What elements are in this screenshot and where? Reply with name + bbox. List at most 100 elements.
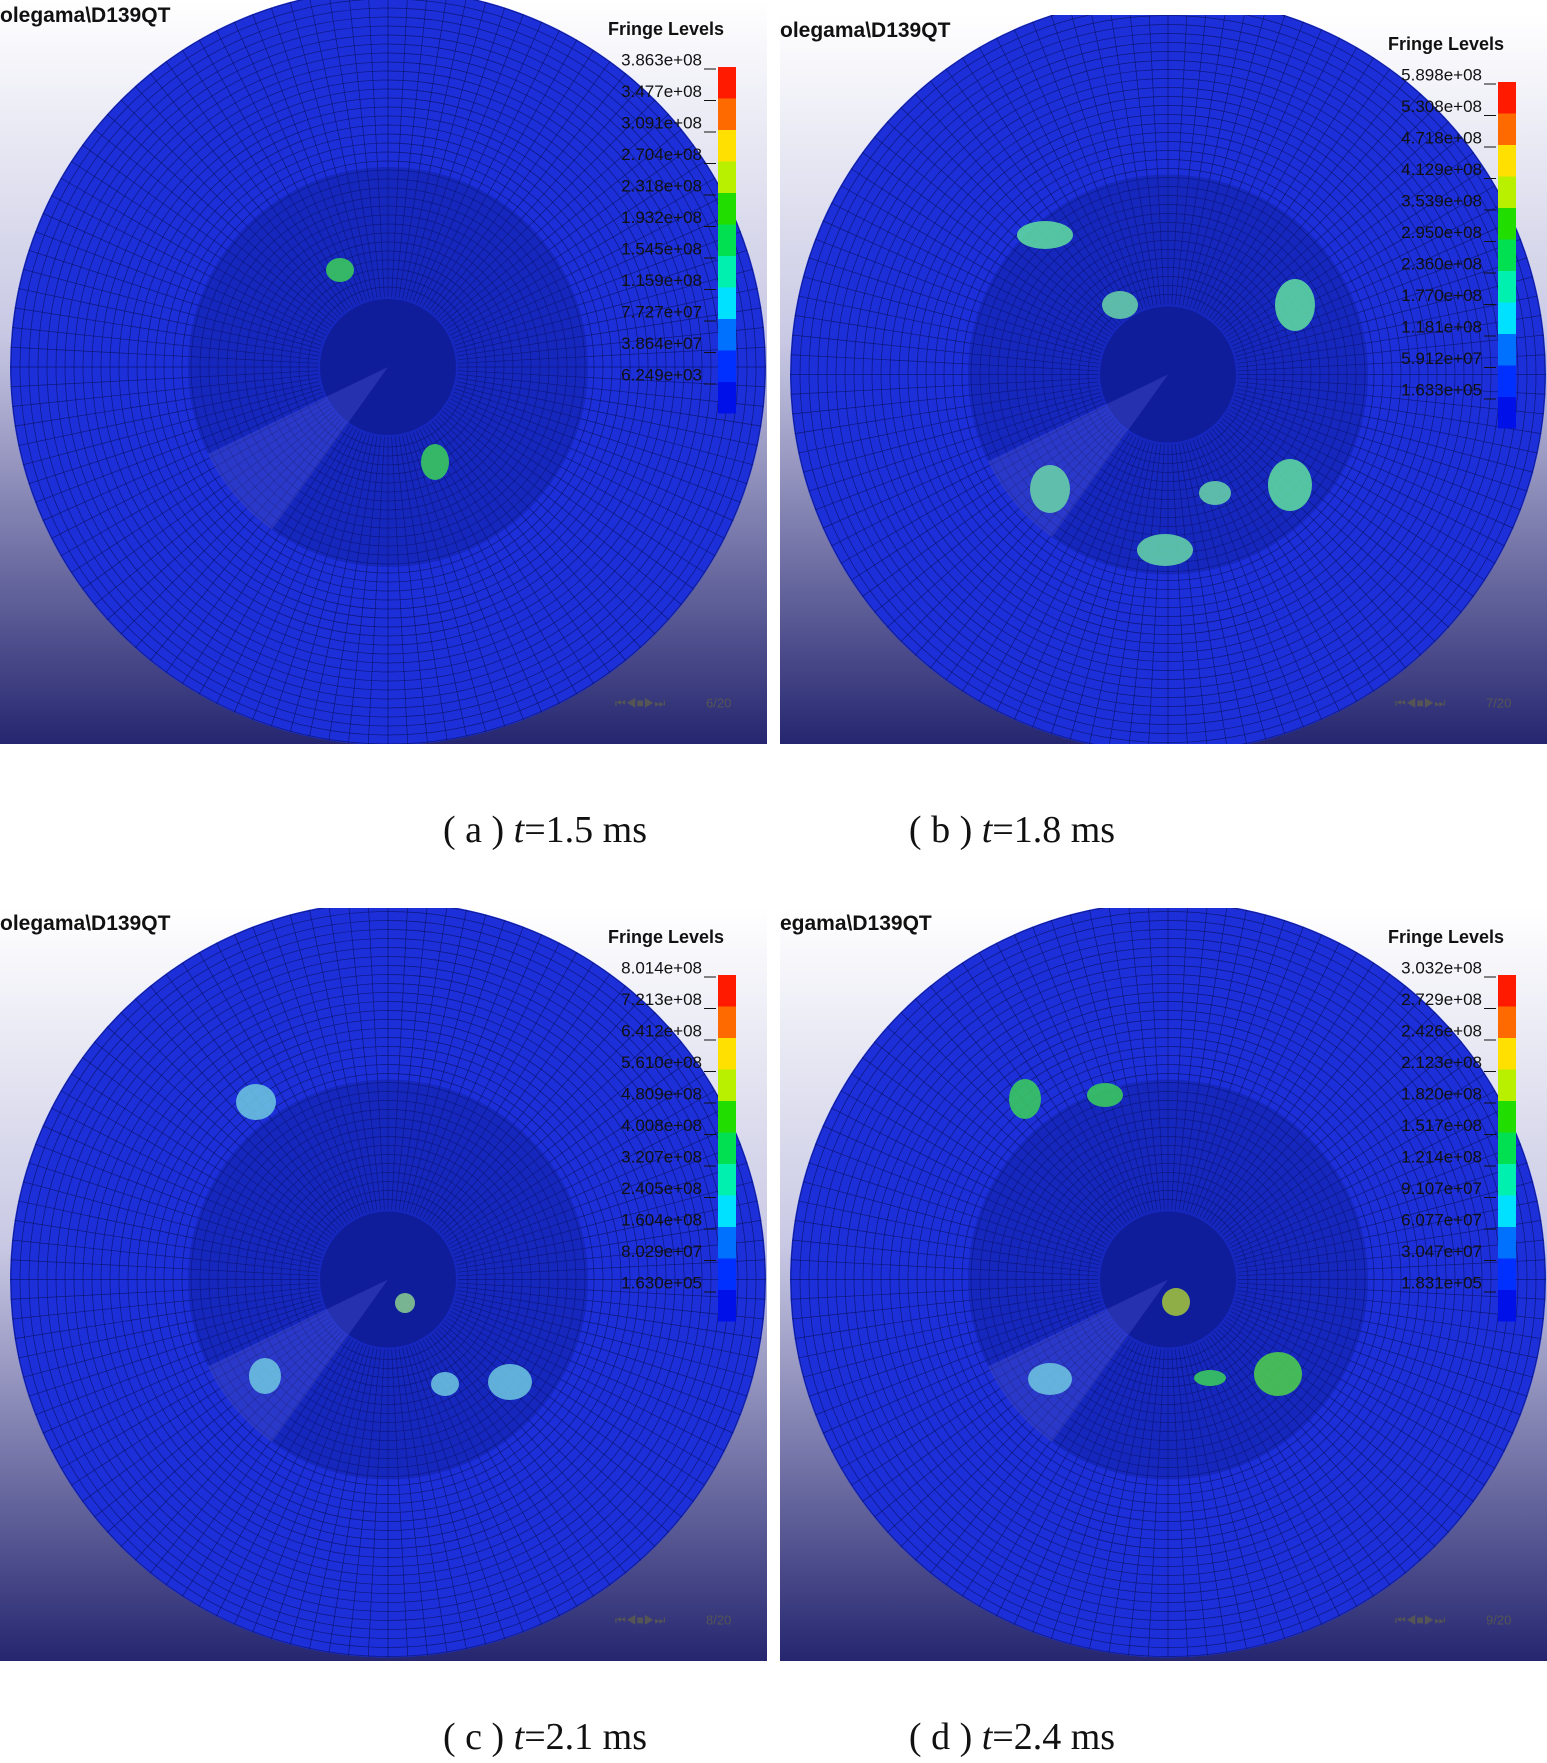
mesh-ring	[118, 1010, 658, 1549]
legend-level: 1.181e+08	[1401, 317, 1482, 336]
mesh-ring	[172, 1064, 604, 1495]
mesh-ring	[91, 983, 685, 1576]
mesh-ring	[853, 965, 1483, 1594]
model-title: olegama\D139QT	[780, 19, 951, 42]
legend-level: 8.029e+07	[621, 1242, 702, 1261]
mesh-ring	[280, 259, 496, 475]
mesh-ring	[244, 1136, 532, 1423]
legend-level: 1.932e+08	[621, 208, 702, 227]
hot-spot	[431, 1372, 459, 1396]
frame-counter: 8/20	[706, 1612, 731, 1627]
mesh-ring	[244, 223, 532, 511]
color-bar-segment	[718, 224, 736, 256]
mesh-ring	[10, 0, 766, 744]
mesh-ring	[271, 250, 505, 484]
model-title: egama\D139QT	[780, 912, 932, 935]
color-bar-segment	[1498, 1195, 1516, 1227]
mesh-ring	[880, 992, 1456, 1567]
mesh-ring	[19, 0, 757, 736]
color-bar-segment	[718, 1164, 736, 1196]
color-bar-segment	[718, 1069, 736, 1101]
legend-level: 1.159e+08	[621, 271, 702, 290]
color-bar-segment	[718, 382, 736, 414]
mesh-ring	[961, 168, 1375, 581]
mesh-ring	[943, 150, 1393, 599]
color-bar-segment	[718, 975, 736, 1007]
panel: egama\D139QT Fringe Levels 3.032e+08 2.729e…	[780, 908, 1547, 1661]
color-bar-segment	[718, 350, 736, 382]
caption-label: ( d )	[908, 1716, 973, 1758]
legend-level: 5.898e+08	[1401, 65, 1482, 84]
mesh-ring	[970, 177, 1366, 572]
color-bar-segment	[718, 1195, 736, 1227]
mesh-ring	[253, 1145, 523, 1414]
hot-spot	[1275, 279, 1315, 331]
color-bar-segment	[1498, 145, 1516, 177]
legend-level: 3.864e+07	[621, 334, 702, 353]
mesh-ring	[64, 43, 712, 691]
mesh-ring	[1060, 1172, 1276, 1387]
core	[1100, 306, 1236, 443]
caption-value: =1.5 ms	[524, 809, 648, 851]
mesh-ring	[817, 929, 1519, 1630]
color-bar-segment	[1498, 365, 1516, 397]
mesh-ring	[808, 15, 1528, 734]
legend-level: 4.718e+08	[1401, 128, 1482, 147]
color-bar-segment	[1498, 1227, 1516, 1259]
mesh-ring	[271, 1163, 505, 1396]
mesh-ring	[109, 88, 667, 646]
color-bar-segment	[1498, 1290, 1516, 1322]
mesh-ring	[1051, 258, 1285, 491]
mesh-ring	[163, 1055, 613, 1504]
hot-spot	[1162, 1288, 1190, 1316]
color-bar-segment	[1498, 1006, 1516, 1038]
color-bar-segment	[1498, 302, 1516, 334]
mesh-ring	[118, 97, 658, 637]
mesh-ring	[988, 1100, 1348, 1459]
mesh	[10, 0, 766, 744]
legend-level: 3.207e+08	[621, 1147, 702, 1166]
legend-level: 4.809e+08	[621, 1084, 702, 1103]
legend-level: 2.318e+08	[621, 176, 702, 195]
mesh	[10, 908, 766, 1658]
mesh-ring	[127, 106, 649, 628]
hot-spot	[326, 258, 354, 282]
legend-level: 3.032e+08	[1401, 958, 1482, 977]
mesh-ring	[790, 908, 1546, 1657]
hot-spot	[1194, 1370, 1226, 1386]
legend-title: Fringe Levels	[1388, 34, 1504, 54]
mesh-ring	[916, 1028, 1420, 1531]
legend-level: 4.008e+08	[621, 1116, 702, 1135]
hot-spot	[1199, 481, 1231, 505]
mesh-ring	[109, 1001, 667, 1558]
color-bar-segment	[718, 130, 736, 162]
player-controls: ⏮◀■▶⏭	[1395, 1613, 1445, 1627]
hot-spot	[1087, 1083, 1123, 1107]
mesh-ring	[1033, 240, 1303, 509]
legend-level: 2.704e+08	[621, 145, 702, 164]
mesh-ring	[862, 69, 1474, 680]
legend-level: 1.820e+08	[1401, 1084, 1482, 1103]
mesh	[790, 908, 1546, 1658]
legend-level: 1.831e+05	[1401, 1273, 1482, 1292]
caption-label: ( b )	[908, 809, 973, 851]
mesh-ring	[307, 1199, 469, 1360]
mesh-ring	[154, 133, 622, 601]
hot-spot	[488, 1364, 532, 1400]
legend-level: 2.123e+08	[1401, 1053, 1482, 1072]
mesh-ring	[100, 79, 676, 655]
mesh-ring	[154, 1046, 622, 1513]
color-bar-segment	[718, 193, 736, 225]
caption-value: =2.4 ms	[992, 1716, 1116, 1758]
legend-level: 2.729e+08	[1401, 990, 1482, 1009]
mesh-ring	[1087, 294, 1249, 455]
hot-spot	[1102, 291, 1138, 319]
wedge	[207, 367, 388, 530]
mesh-ring	[871, 78, 1465, 671]
panel: olegama\D139QT Fringe Levels 3.863e+08 3.47…	[0, 0, 767, 744]
color-bar-segment	[718, 1290, 736, 1322]
wedge	[207, 1279, 388, 1443]
mesh-ring	[934, 141, 1402, 608]
mesh-ring	[979, 1091, 1357, 1468]
